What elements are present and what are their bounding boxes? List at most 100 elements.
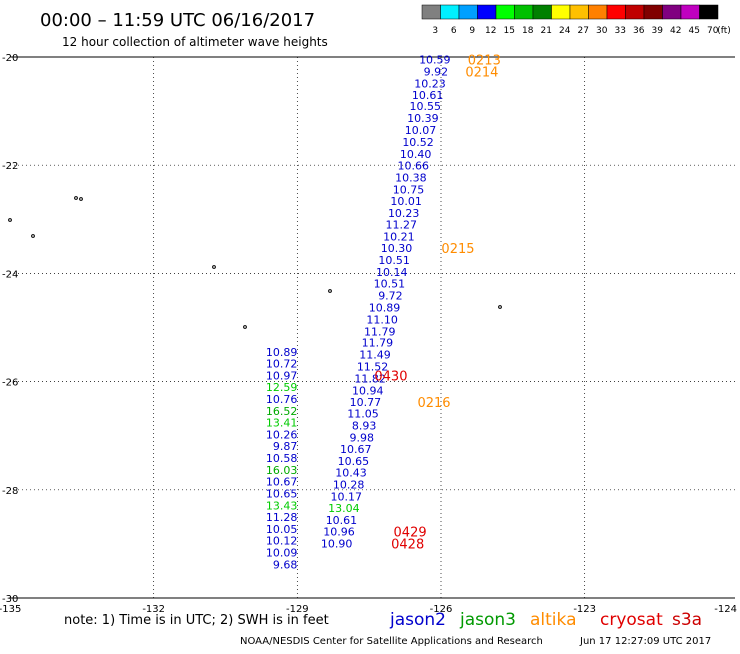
x-tick-label: -135 <box>0 604 21 615</box>
colorbar-label: 21 <box>541 26 552 36</box>
wave-height-value: 8.93 <box>352 419 377 432</box>
colorbar-label: 24 <box>559 26 571 36</box>
wave-height-value: 13.43 <box>266 499 298 512</box>
legend-jason2: jason2 <box>389 610 446 630</box>
wave-height-value: 10.23 <box>388 207 420 220</box>
wave-height-value: 10.66 <box>398 160 430 173</box>
wave-height-value: 11.82 <box>354 372 386 385</box>
colorbar-label: 6 <box>451 26 457 36</box>
pass-label: 0216 <box>417 396 450 411</box>
legend-s3a: s3a <box>672 610 702 630</box>
pass-label: 0215 <box>441 242 474 257</box>
colorbar-swatch <box>680 4 700 20</box>
wave-height-value: 10.17 <box>330 490 362 503</box>
colorbar-label: 15 <box>504 26 515 36</box>
colorbar-swatch <box>569 4 589 20</box>
wave-height-value: 10.89 <box>369 301 401 314</box>
wave-height-value: 9.72 <box>378 290 403 303</box>
wave-height-value: 13.41 <box>266 417 298 430</box>
wave-height-points: 10.599.9210.2310.6110.5510.3910.0710.521… <box>266 54 451 572</box>
wave-height-value: 16.03 <box>266 464 298 477</box>
wave-height-value: 9.98 <box>349 431 374 444</box>
colorbar-swatch <box>495 4 515 20</box>
island-outline <box>31 234 35 238</box>
wave-height-value: 10.75 <box>393 184 425 197</box>
grid-lines <box>10 56 735 599</box>
colorbar-swatch <box>551 4 571 20</box>
wave-height-value: 10.01 <box>390 195 422 208</box>
wave-height-value: 10.89 <box>266 346 298 359</box>
y-axis-ticks: -20 -22 -24 -26 -28 -30 <box>2 53 18 605</box>
y-tick-label: -22 <box>2 161 18 172</box>
islands <box>8 196 502 329</box>
colorbar-swatch <box>421 4 441 20</box>
wave-height-value: 10.97 <box>266 370 298 383</box>
x-tick-label: -123 <box>573 604 596 615</box>
colorbar-swatch <box>588 4 608 20</box>
colorbar-label: 18 <box>522 26 534 36</box>
legend-altika: altika <box>530 610 577 630</box>
colorbar-label: 39 <box>652 26 664 36</box>
y-tick-label: -26 <box>2 378 18 389</box>
pass-label: 0429 <box>394 525 427 540</box>
wave-height-value: 11.05 <box>347 408 379 421</box>
chart-subtitle: 12 hour collection of altimeter wave hei… <box>62 35 328 49</box>
colorbar-label: 3 <box>432 26 438 36</box>
wave-height-value: 10.77 <box>350 396 382 409</box>
wave-height-value: 10.38 <box>395 172 427 185</box>
wave-height-value: 11.27 <box>386 219 418 232</box>
island-outline <box>243 325 247 329</box>
y-tick-label: -24 <box>2 269 18 280</box>
pass-label: 0428 <box>391 537 424 552</box>
wave-height-value: 10.30 <box>381 242 413 255</box>
wave-height-value: 11.28 <box>266 511 298 524</box>
wave-height-value: 10.14 <box>376 266 408 279</box>
island-outline <box>328 289 332 293</box>
colorbar-swatch <box>477 4 497 20</box>
colorbar-label: 30 <box>596 26 608 36</box>
note-text: note: 1) Time is in UTC; 2) SWH is in fe… <box>64 613 329 628</box>
color-scale-bar: 3 6 9 12 15 18 21 24 27 30 33 36 39 42 45 70(ft) <box>421 4 731 36</box>
x-tick-label: -126 <box>430 604 453 615</box>
colorbar-swatch <box>606 4 626 20</box>
wave-height-value: 10.39 <box>407 112 439 125</box>
colorbar-label: 45 <box>689 26 700 36</box>
island-outline <box>79 197 83 201</box>
wave-height-value: 9.68 <box>273 558 298 571</box>
wave-height-value: 10.90 <box>321 537 353 550</box>
wave-height-value: 10.61 <box>412 89 444 102</box>
colorbar-swatch <box>643 4 663 20</box>
wave-height-value: 10.67 <box>340 443 372 456</box>
wave-height-value: 10.65 <box>338 455 370 468</box>
wave-height-value: 10.21 <box>383 231 415 244</box>
footer-credit: NOAA/NESDIS Center for Satellite Applica… <box>240 636 543 647</box>
colorbar-label: 70 <box>707 26 719 36</box>
wave-height-value: 11.79 <box>364 325 396 338</box>
island-outline <box>212 265 216 269</box>
pass-label: 0214 <box>465 66 498 81</box>
wave-height-value: 10.58 <box>266 452 298 465</box>
wave-height-value: 10.61 <box>326 514 358 527</box>
wave-height-value: 16.52 <box>266 405 298 418</box>
y-tick-label: -28 <box>2 486 18 497</box>
colorbar-swatch <box>440 4 460 20</box>
pass-label: 0213 <box>468 54 501 69</box>
wave-height-value: 10.26 <box>266 429 298 442</box>
x-axis-ticks: -135 -132 -129 -126 -123 -124 <box>0 604 737 615</box>
x-tick-label: -129 <box>286 604 309 615</box>
wave-height-value: 10.51 <box>378 254 410 267</box>
satellite-legend: jason2 jason3 altika cryosat s3a <box>389 610 702 630</box>
colorbar-swatch <box>662 4 682 20</box>
colorbar-swatch <box>625 4 645 20</box>
legend-cryosat: cryosat <box>600 610 663 630</box>
wave-height-value: 10.07 <box>405 124 437 137</box>
colorbar-label: (ft) <box>717 26 731 36</box>
wave-height-value: 11.52 <box>357 360 389 373</box>
wave-height-value: 13.04 <box>328 502 360 515</box>
wave-height-value: 10.28 <box>333 478 365 491</box>
y-tick-label: -20 <box>2 53 18 64</box>
colorbar-label: 12 <box>485 26 496 36</box>
footer-timestamp: Jun 17 12:27:09 UTC 2017 <box>579 636 711 647</box>
